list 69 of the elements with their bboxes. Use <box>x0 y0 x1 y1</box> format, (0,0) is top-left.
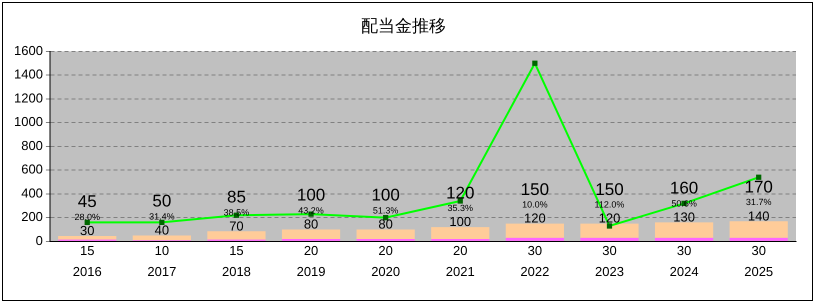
x-tick-label: 2024 <box>670 264 699 279</box>
total-label: 150 <box>595 180 624 199</box>
annotation: 31.4% <box>149 211 175 222</box>
annotation: 28.0% <box>74 212 100 222</box>
bar <box>730 221 788 238</box>
data-label: 30 <box>676 242 692 258</box>
data-label: 80 <box>304 216 318 232</box>
x-tick-label: 2025 <box>744 264 774 279</box>
x-tick-label: 2018 <box>222 264 251 279</box>
data-label: 15 <box>229 242 244 258</box>
bar <box>207 231 266 240</box>
bar <box>580 238 639 241</box>
y-tick-label: 200 <box>21 209 43 224</box>
total-label: 150 <box>520 180 550 199</box>
y-tick-label: 400 <box>21 185 43 200</box>
bar <box>506 224 564 238</box>
data-label: 80 <box>378 216 393 232</box>
bar <box>580 224 639 238</box>
data-label: 10 <box>154 242 170 258</box>
data-label: 40 <box>154 222 170 238</box>
data-label: 30 <box>751 242 766 258</box>
bar <box>730 238 788 241</box>
x-tick-label: 2016 <box>72 264 102 279</box>
data-label: 30 <box>528 242 542 258</box>
bar <box>431 227 490 240</box>
chart-title: 配当金推移 <box>361 16 446 37</box>
annotation: 43.2% <box>298 206 324 216</box>
y-tick-label: 1200 <box>14 90 43 106</box>
total-label: 85 <box>226 187 246 206</box>
total-label: 100 <box>296 186 326 205</box>
x-tick-label: 2017 <box>147 264 176 279</box>
annotation: 31.7% <box>746 197 772 208</box>
data-label: 20 <box>304 242 318 258</box>
data-label: 100 <box>449 214 472 230</box>
y-tick-label: 800 <box>21 138 43 153</box>
bar <box>654 238 714 241</box>
x-tick-label: 2020 <box>371 264 400 279</box>
bar <box>282 230 340 240</box>
data-label: 30 <box>80 223 94 238</box>
total-label: 160 <box>670 178 698 198</box>
y-tick-label: 1000 <box>14 114 43 130</box>
bar <box>356 230 415 240</box>
data-label: 140 <box>748 208 770 224</box>
x-tick-label: 2023 <box>595 264 624 279</box>
data-label: 130 <box>673 209 695 224</box>
bar <box>132 235 191 240</box>
x-tick-label: 2021 <box>446 264 475 279</box>
x-tick-label: 2022 <box>520 264 550 279</box>
annotation: 10.0% <box>522 200 548 210</box>
data-label: 20 <box>378 242 393 258</box>
bar <box>654 222 714 238</box>
data-label: 120 <box>524 210 546 226</box>
x-tick-label: 2019 <box>296 264 326 279</box>
total-label: 100 <box>371 186 400 205</box>
data-label: 15 <box>80 242 94 258</box>
y-tick-label: 1400 <box>14 66 43 82</box>
annotation: 51.3% <box>372 206 398 216</box>
total-label: 45 <box>78 192 97 212</box>
data-label: 30 <box>602 242 617 258</box>
total-label: 50 <box>152 192 172 211</box>
annotation: 35.3% <box>448 203 474 214</box>
total-label: 170 <box>744 177 773 196</box>
y-tick-label: 0 <box>36 232 43 248</box>
y-tick-label: 600 <box>21 162 43 177</box>
y-tick-label: 1600 <box>14 42 43 58</box>
bar <box>506 238 564 241</box>
data-label: 20 <box>453 242 468 258</box>
data-label: 70 <box>229 218 244 234</box>
bar <box>58 236 116 240</box>
